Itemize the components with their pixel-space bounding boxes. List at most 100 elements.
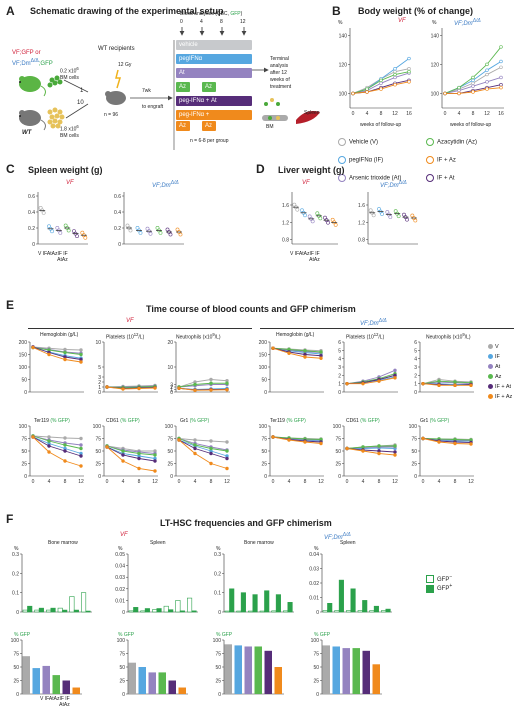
d-dm-point [388, 215, 393, 219]
n-recipients: n = 96 [104, 112, 119, 118]
e-top-1-series-line [106, 386, 156, 390]
cells1: 0.2 x106 BM cells [60, 66, 79, 81]
b-vf-point [407, 67, 411, 71]
e-bot-1-xtick-label: 0 [106, 479, 109, 485]
b-vf-point [351, 91, 355, 96]
c-dm-title: VF;DmΔ/Δ [152, 180, 179, 189]
b-vf-point [379, 87, 383, 91]
e-bot-1-point [105, 445, 109, 449]
e-top-5-ytick-label: 6 [414, 340, 417, 346]
ratio-top: 1 [80, 88, 84, 94]
b-dm-title: VF;DmΔ/Δ [454, 18, 481, 27]
e-top-0-point [31, 345, 35, 350]
f-dm-sp-ytick-label: 0.03 [309, 567, 319, 573]
f-vf-bm-bar [27, 605, 33, 613]
treatment-ifaz-az1: Az [176, 121, 190, 131]
b-vf-xtick-label: 8 [380, 111, 383, 117]
e-top-5-ytick-label: 2 [414, 373, 417, 379]
e-top-0-series-line [32, 347, 82, 363]
d-vf-point [310, 219, 315, 224]
c-dm-ytick-label: 0.6 [114, 194, 121, 200]
e-top-4-series-line [347, 377, 396, 385]
e-b-cd2: CD61 (% GFP) [346, 418, 380, 424]
e-bot-2-point [225, 456, 229, 461]
e-b-gr1: Gr1 (% GFP) [180, 418, 210, 424]
e-bot-2-series-line [178, 439, 228, 457]
e-bot-0-series-line [32, 436, 82, 454]
d-vf-point [326, 220, 330, 225]
e-bot-3-point [319, 441, 323, 446]
b-vf-point [379, 78, 383, 83]
f-dm-sp-bar [327, 602, 333, 613]
e-top-1-series-line [106, 386, 156, 388]
treatment-pegifn: pegIFNα [176, 54, 252, 64]
f-gfp-4: % GFP [314, 632, 331, 638]
e-bot-0-xtick-label: 0 [32, 479, 35, 485]
f-vf-bmg-ytick-label: 0 [16, 692, 19, 698]
f-vf-bm-bar [57, 607, 63, 613]
f-vf-bm-bar [81, 592, 87, 613]
f-vf-sp-ytick-label: 0.05 [115, 552, 125, 558]
engraft-label-2: to engraft [142, 104, 164, 110]
e-bot-5-xtick-label: 4 [438, 479, 441, 485]
e-bot-4-xtick-label: 0 [346, 479, 349, 485]
b-dm-point [443, 91, 447, 96]
e-top-2-point [209, 377, 213, 382]
f-dm-sp-ytick-label: 0.01 [309, 596, 319, 602]
e-b-ter1: Ter119 (% GFP) [34, 418, 70, 424]
f-vf-bmg-ytick-label: 50 [13, 665, 19, 671]
b-dm-xtick-label: 12 [484, 111, 490, 117]
e-bot-2-point [193, 438, 197, 442]
e-bot-2-ytick-label: 0 [170, 474, 173, 480]
f-dm-spg-bar [372, 664, 380, 694]
e-bot-1-ytick-label: 100 [93, 424, 102, 430]
f-dm-sp-ytick-label: 0.04 [309, 552, 319, 558]
e-bot-4-series-line [346, 448, 396, 453]
e-bot-0-point [47, 444, 51, 448]
b-dm-point [499, 65, 503, 69]
e-top-1-point [105, 385, 109, 389]
e-top-2-ytick-label: 20 [167, 340, 173, 346]
f-dm-bmg-ytick-label: 25 [215, 679, 221, 685]
panel-b-charts: 100 120 140 0 4 8 12 16 100 120 140 0 4 8 12 16 [339, 28, 504, 117]
e-t-hb2: Hemoglobin (g/L) [276, 332, 315, 338]
panel-e-title: Time course of blood counts and GFP chim… [146, 304, 356, 314]
f-dm-sp-bar [381, 610, 387, 613]
b-legend-item: Vehicle (V) [338, 138, 426, 147]
f-dm-bm-ytick-label: 0 [218, 610, 221, 616]
e-b-cd1: CD61 (% GFP) [106, 418, 140, 424]
e-top-5-ytick-label: 4 [414, 357, 417, 363]
f-sp-1: Spleen [150, 540, 166, 546]
e-top-2-point [209, 381, 213, 385]
treatment-at: At [176, 68, 252, 78]
c-cat-1: V IFAtAzIF IF AtAz [38, 251, 68, 263]
b-vf-point [365, 87, 369, 91]
f-pct-1: % [14, 546, 19, 552]
f-dm-sp-bar [350, 588, 356, 613]
e-top-4-point [361, 381, 365, 386]
b-dm-point [471, 81, 475, 85]
e-bot-5-point [469, 442, 473, 446]
b-dm-point [471, 78, 475, 83]
f-dm-bm-ytick-label: 0.1 [214, 591, 221, 597]
f-vf-spg-ytick-label: 25 [119, 679, 125, 685]
e-b-ter2: Ter119 (% GFP) [270, 418, 306, 424]
e-bot-3-xtick-label: 4 [288, 479, 291, 485]
e-top-3-point [319, 356, 323, 360]
f-dm-spg-ytick-label: 100 [311, 638, 320, 644]
e-bot-3-series-line [272, 436, 322, 444]
panel-d-label: D [256, 162, 265, 176]
e-t-plt2: Platelets (1012/L) [346, 332, 385, 341]
e-top-3-series-line [272, 347, 322, 359]
e-top-3-point [303, 349, 307, 353]
panel-f-title: LT-HSC frequencies and GFP chimerism [160, 518, 332, 528]
terminal-text: Terminal analysis after 12 weeks of treatmen… [270, 56, 292, 90]
e-top-4-ytick-label: 3 [338, 365, 341, 371]
e-bot-2-point [193, 451, 197, 456]
f-dm-bm-bar [240, 592, 246, 613]
e-bot-2-point [209, 446, 213, 451]
e-legend-item: IF [488, 354, 520, 364]
spleen-icon [296, 111, 320, 124]
d-dm-ytick-label: 1.6 [358, 203, 365, 209]
f-vf-bm-ytick-label: 0.1 [12, 591, 19, 597]
